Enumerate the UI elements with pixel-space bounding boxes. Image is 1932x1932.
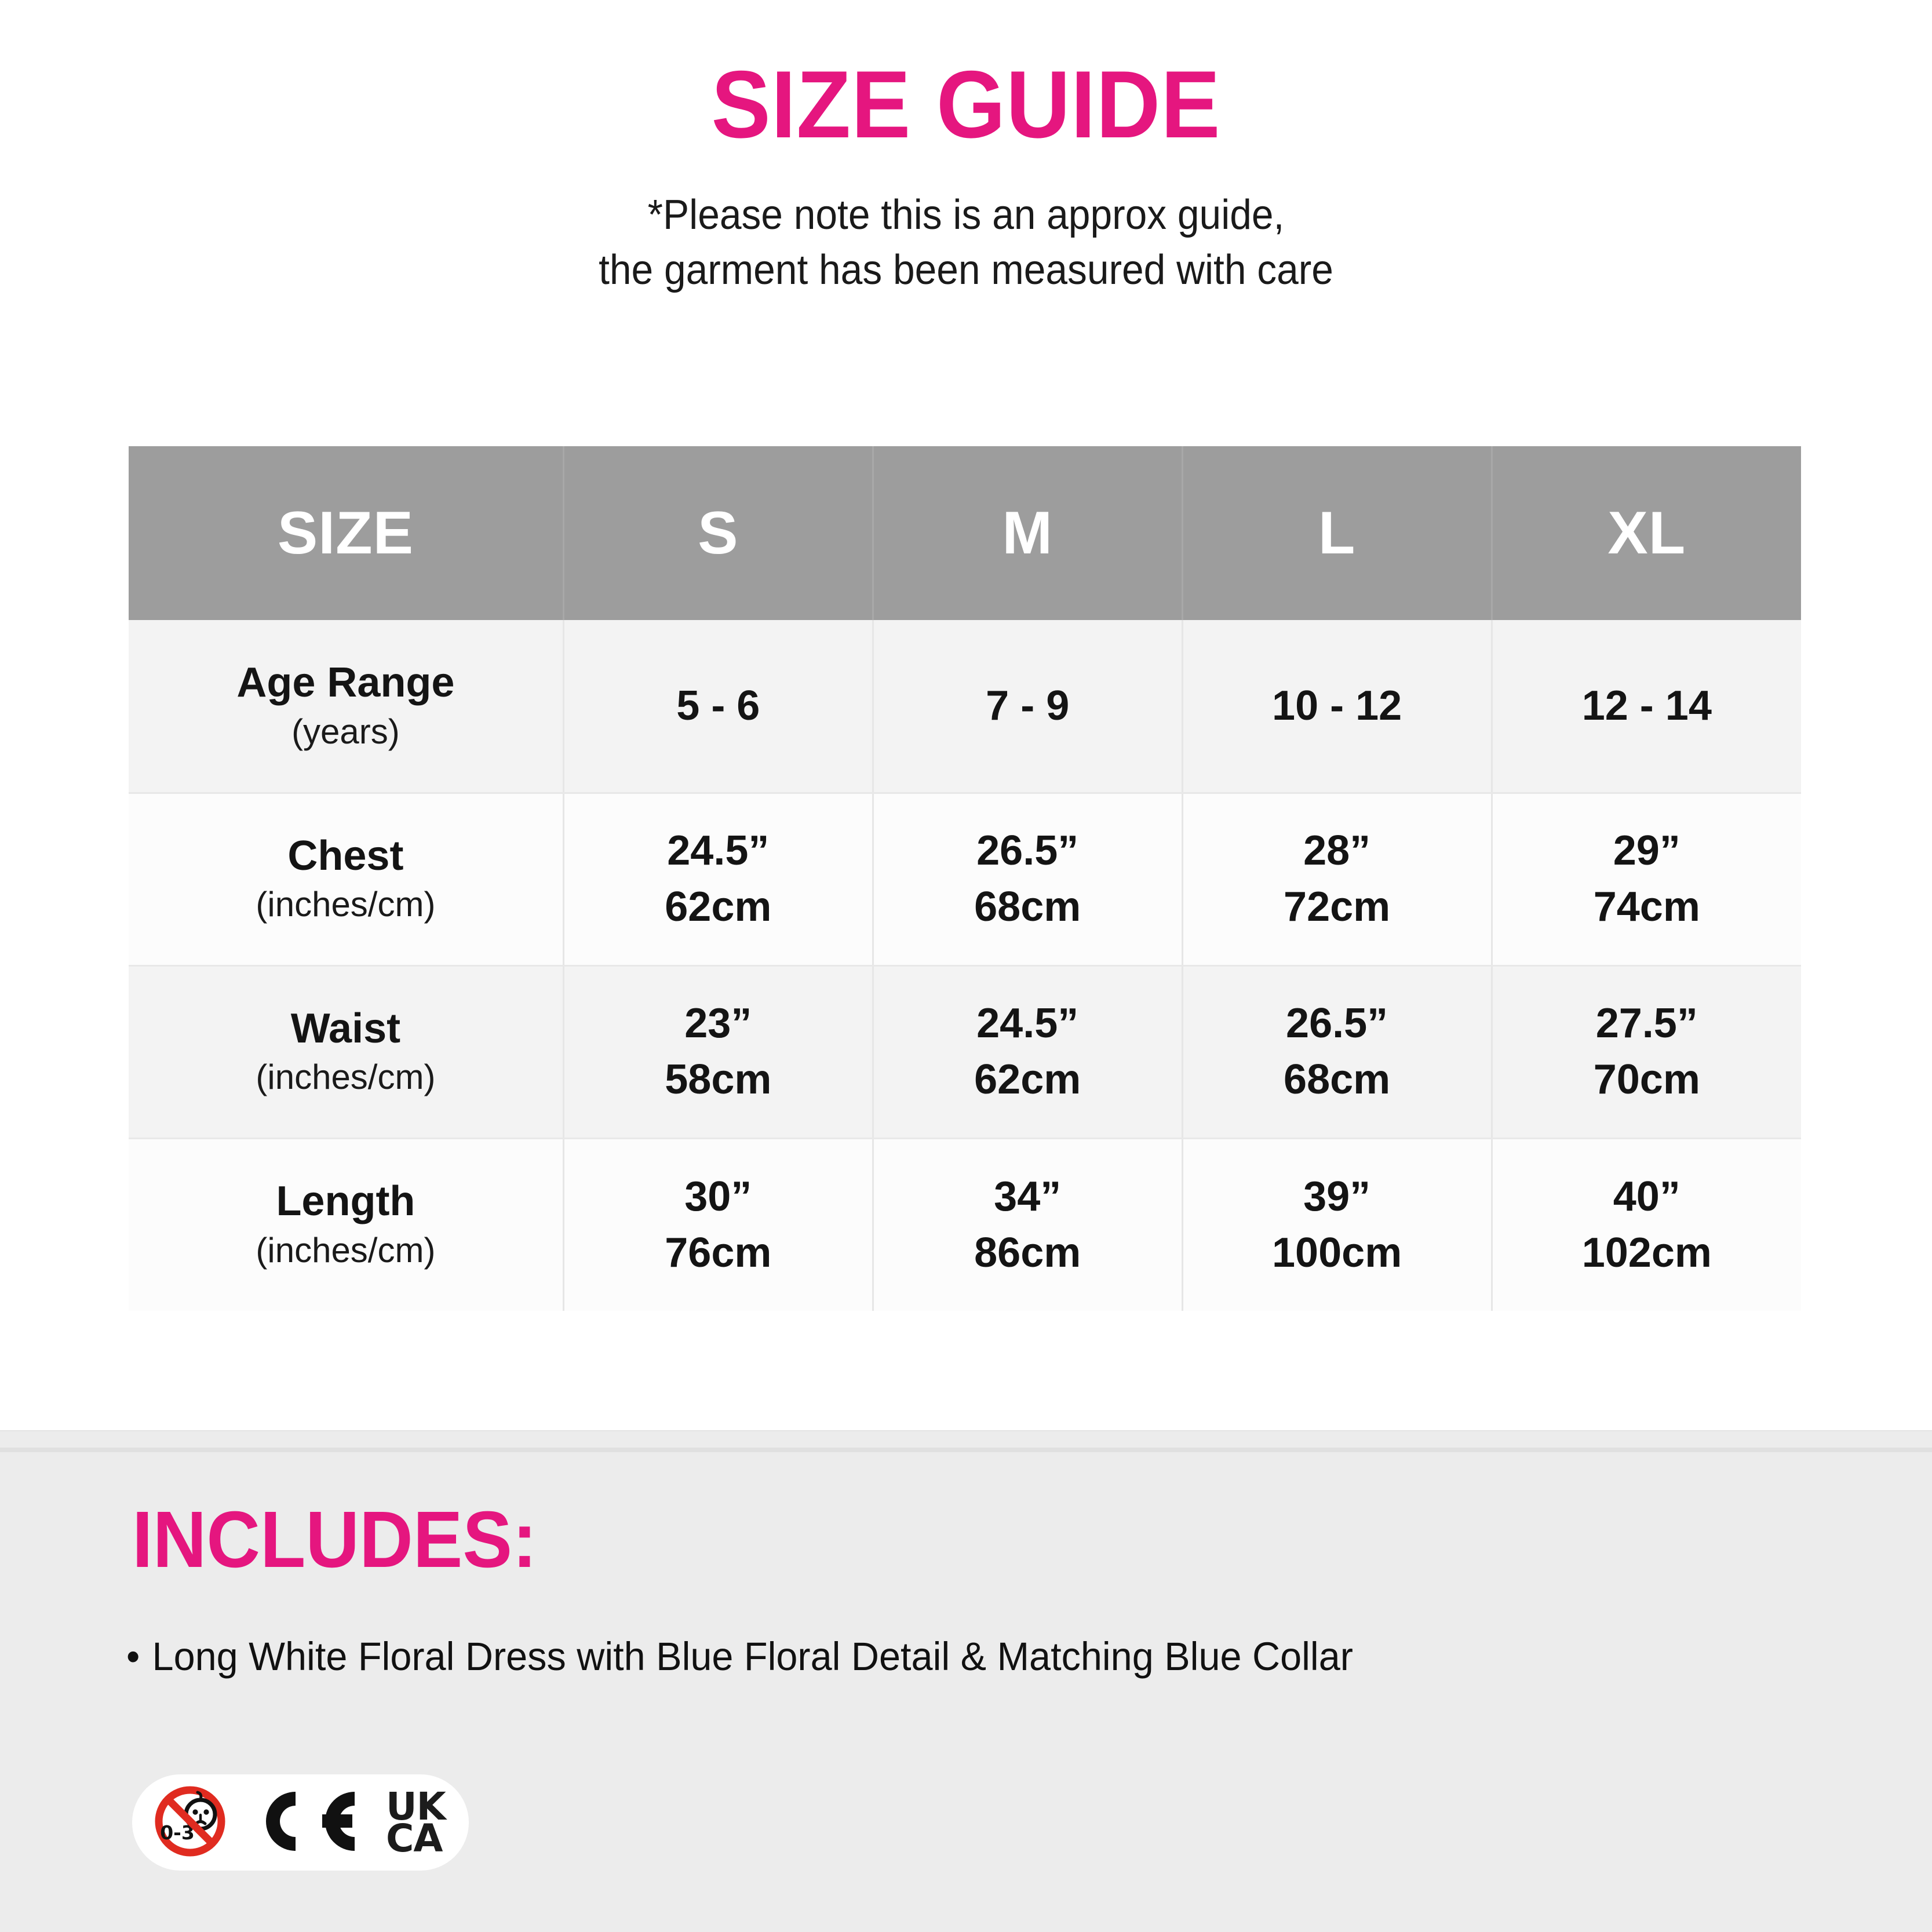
- cell-value-inches: 23”: [684, 1000, 752, 1047]
- cell-value-cm: 62cm: [665, 884, 772, 930]
- cell-value-cm: 62cm: [974, 1056, 1081, 1103]
- row-header-length: Length (inches/cm): [129, 1138, 564, 1311]
- cell-value-inches: 39”: [1303, 1173, 1371, 1220]
- cell-age-range-s: 5 - 6: [563, 620, 874, 794]
- table-row: Waist (inches/cm) 23” 58cm 24.5” 62cm 26…: [129, 965, 1801, 1139]
- panel-divider: [0, 1448, 1932, 1452]
- row-header-age-range: Age Range (years): [129, 620, 564, 794]
- cell-value-inches: 26.5”: [1286, 1000, 1388, 1047]
- cell-waist-m: 24.5” 62cm: [873, 965, 1183, 1139]
- cell-value: 5 - 6: [676, 682, 760, 729]
- cell-chest-m: 26.5” 68cm: [873, 793, 1183, 967]
- header: SIZE GUIDE *Please note this is an appro…: [0, 0, 1932, 298]
- ukca-mark-icon: UK CA: [386, 1784, 446, 1861]
- ce-mark-icon: [253, 1787, 360, 1858]
- includes-list: • Long White Floral Dress with Blue Flor…: [126, 1632, 1807, 1682]
- approx-guide-note: *Please note this is an approx guide, th…: [58, 188, 1874, 298]
- cell-value-inches: 24.5”: [667, 828, 770, 874]
- table-row: Age Range (years) 5 - 6 7 - 9 10 - 12 12…: [129, 620, 1801, 794]
- size-table: SIZE S M L XL Age Range (years) 5 - 6: [129, 446, 1801, 1311]
- cell-value-inches: 29”: [1613, 828, 1681, 874]
- cell-waist-xl: 27.5” 70cm: [1492, 965, 1801, 1139]
- cell-chest-xl: 29” 74cm: [1492, 793, 1801, 967]
- cell-waist-s: 23” 58cm: [563, 965, 874, 1139]
- cell-value-cm: 102cm: [1581, 1229, 1712, 1276]
- cell-value: 10 - 12: [1272, 682, 1402, 729]
- row-label: Chest: [287, 832, 404, 879]
- cell-value-cm: 100cm: [1272, 1229, 1402, 1276]
- note-line-1: *Please note this is an approx guide,: [647, 192, 1285, 239]
- cell-length-m: 34” 86cm: [873, 1138, 1183, 1311]
- cell-age-range-xl: 12 - 14: [1492, 620, 1801, 794]
- row-header-chest: Chest (inches/cm): [129, 793, 564, 967]
- cell-value-inches: 26.5”: [976, 828, 1079, 874]
- cell-value-cm: 72cm: [1284, 884, 1391, 930]
- cell-value-inches: 24.5”: [976, 1000, 1079, 1047]
- table-row: Chest (inches/cm) 24.5” 62cm 26.5” 68cm …: [129, 793, 1801, 967]
- row-label: Waist: [290, 1005, 401, 1052]
- cell-value: 12 - 14: [1581, 682, 1712, 729]
- size-table-container: SIZE S M L XL Age Range (years) 5 - 6: [129, 446, 1801, 1311]
- cell-age-range-l: 10 - 12: [1182, 620, 1493, 794]
- column-header-xl: XL: [1492, 446, 1801, 620]
- cell-value: 7 - 9: [986, 682, 1070, 729]
- cell-value-inches: 30”: [684, 1173, 752, 1220]
- row-header-waist: Waist (inches/cm): [129, 965, 564, 1139]
- cell-value-cm: 68cm: [1284, 1056, 1391, 1103]
- cell-length-l: 39” 100cm: [1182, 1138, 1493, 1311]
- row-label: Age Range: [236, 659, 455, 706]
- column-header-l: L: [1182, 446, 1493, 620]
- ukca-line-1: UK: [386, 1784, 446, 1829]
- size-table-body: Age Range (years) 5 - 6 7 - 9 10 - 12 12…: [129, 620, 1801, 1311]
- page-title: SIZE GUIDE: [711, 51, 1221, 158]
- cell-value-cm: 76cm: [665, 1229, 772, 1276]
- table-row: Length (inches/cm) 30” 76cm 34” 86cm 39”…: [129, 1138, 1801, 1311]
- column-header-size: SIZE: [129, 446, 564, 620]
- table-header-row: SIZE S M L XL: [129, 446, 1801, 620]
- cell-value-cm: 68cm: [974, 884, 1081, 930]
- bullet-icon: •: [126, 1634, 140, 1679]
- cell-waist-l: 26.5” 68cm: [1182, 965, 1493, 1139]
- list-item-label: Long White Floral Dress with Blue Floral…: [152, 1634, 1353, 1679]
- cell-chest-s: 24.5” 62cm: [563, 793, 874, 967]
- cell-value-inches: 40”: [1613, 1173, 1681, 1220]
- row-unit: (inches/cm): [256, 885, 436, 924]
- certification-badges: 0-3 UK CA: [132, 1774, 469, 1871]
- note-line-2: the garment has been measured with care: [599, 247, 1333, 294]
- row-unit: (inches/cm): [256, 1231, 436, 1270]
- row-unit: (inches/cm): [256, 1058, 436, 1097]
- cell-chest-l: 28” 72cm: [1182, 793, 1493, 967]
- row-unit: (years): [291, 712, 400, 751]
- no-children-under-three-icon: 0-3: [153, 1784, 227, 1861]
- cell-length-s: 30” 76cm: [563, 1138, 874, 1311]
- cell-length-xl: 40” 102cm: [1492, 1138, 1801, 1311]
- cell-value-inches: 34”: [994, 1173, 1062, 1220]
- cell-value-cm: 86cm: [974, 1229, 1081, 1276]
- list-item: • Long White Floral Dress with Blue Flor…: [126, 1632, 1748, 1682]
- cell-value-cm: 70cm: [1593, 1056, 1700, 1103]
- column-header-s: S: [563, 446, 874, 620]
- cell-value-inches: 28”: [1303, 828, 1371, 874]
- cell-value-inches: 27.5”: [1595, 1000, 1698, 1047]
- row-label: Length: [276, 1178, 415, 1225]
- includes-title: INCLUDES:: [132, 1495, 537, 1584]
- cell-age-range-m: 7 - 9: [873, 620, 1183, 794]
- size-table-header: SIZE S M L XL: [129, 446, 1801, 620]
- ukca-line-2: CA: [386, 1816, 443, 1861]
- column-header-m: M: [873, 446, 1183, 620]
- cell-value-cm: 58cm: [665, 1056, 772, 1103]
- cell-value-cm: 74cm: [1593, 884, 1700, 930]
